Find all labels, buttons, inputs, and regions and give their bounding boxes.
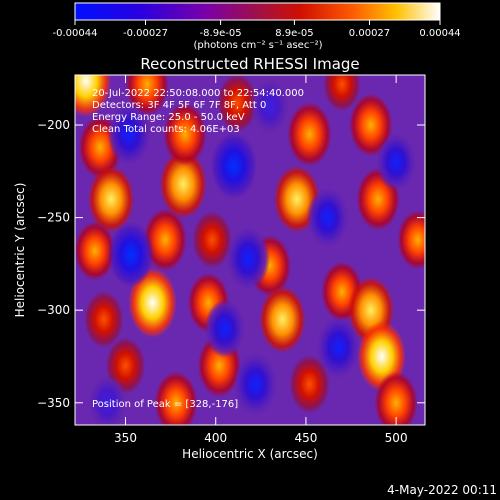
source-blob: [84, 290, 124, 349]
negative-blob: [376, 133, 416, 191]
source-blob: [349, 93, 393, 157]
x-axis-label: Heliocentric X (arcsec): [182, 447, 318, 461]
y-tick-label: −300: [37, 303, 70, 317]
y-axis-label: Heliocentric Y (arcsec): [13, 183, 27, 318]
negative-blob: [88, 374, 127, 425]
source-blob: [287, 102, 332, 167]
colorbar-ticks: -0.00044 -0.00027 -8.9e-05 8.9e-05 0.00027 0.…: [53, 20, 461, 39]
negative-blob: [204, 299, 246, 359]
x-tick-label: 400: [204, 431, 227, 445]
plot-frame: [74, 74, 426, 426]
annotation-time: 20-Jul-2022 22:50:08.000 to 22:54:40.000: [92, 88, 304, 99]
source-blob: [75, 221, 116, 281]
source-blob: [323, 75, 361, 112]
negative-blob: [108, 221, 154, 288]
annotation-peak-position: Position of Peak = [328,-176]: [92, 399, 238, 410]
source-blob: [128, 267, 177, 338]
colorbar-tick-label: 0.00044: [419, 28, 460, 39]
colorbar-tick-label: 8.9e-05: [275, 28, 313, 39]
x-axis: 350 400 450 500: [114, 75, 408, 445]
annotation-algorithm: Clean Total counts: 4.06E+03: [92, 124, 240, 135]
colorbar-unit-label: (photons cm⁻² s⁻¹ asec⁻²): [193, 40, 322, 51]
colorbar-tick-label: 0.00027: [349, 28, 390, 39]
negative-blob: [306, 187, 349, 248]
x-tick-label: 500: [385, 431, 408, 445]
y-tick-label: −250: [37, 211, 70, 225]
negative-blob: [233, 352, 278, 416]
negative-blob: [316, 315, 361, 379]
negative-blob: [250, 78, 290, 135]
source-blob: [397, 210, 425, 270]
colorbar-tick-label: -0.00027: [123, 28, 168, 39]
source-blob: [154, 371, 198, 425]
source-blob: [374, 371, 418, 425]
y-tick-label: −200: [37, 118, 70, 132]
footer-timestamp: 4-May-2022 00:11: [387, 483, 497, 497]
colorbar-tick-label: -8.9e-05: [200, 28, 242, 39]
source-blob: [217, 75, 258, 133]
negative-blob: [107, 102, 151, 166]
source-blob: [259, 285, 306, 354]
negative-blob: [226, 226, 270, 290]
y-axis: −200 −250 −300 −350: [37, 118, 425, 410]
colorbar-tick-label: -0.00044: [53, 28, 98, 39]
chart-title: Reconstructed RHESSI Image: [140, 55, 359, 73]
annotation-detectors: Detectors: 3F 4F 5F 6F 7F 8F, Att 0: [92, 100, 266, 111]
heatmap-image: [75, 75, 425, 425]
source-blob: [159, 149, 207, 219]
y-tick-label: −350: [37, 396, 70, 410]
colorbar: [74, 2, 441, 21]
x-tick-label: 450: [294, 431, 317, 445]
source-blob: [192, 211, 232, 269]
source-blob: [163, 102, 207, 166]
x-tick-label: 350: [114, 431, 137, 445]
source-blob: [87, 165, 135, 233]
source-blob: [143, 208, 187, 272]
source-blob: [289, 354, 330, 414]
annotation-energy: Energy Range: 25.0 - 50.0 keV: [92, 112, 245, 123]
source-blob: [75, 75, 112, 117]
negative-blob: [210, 132, 257, 200]
